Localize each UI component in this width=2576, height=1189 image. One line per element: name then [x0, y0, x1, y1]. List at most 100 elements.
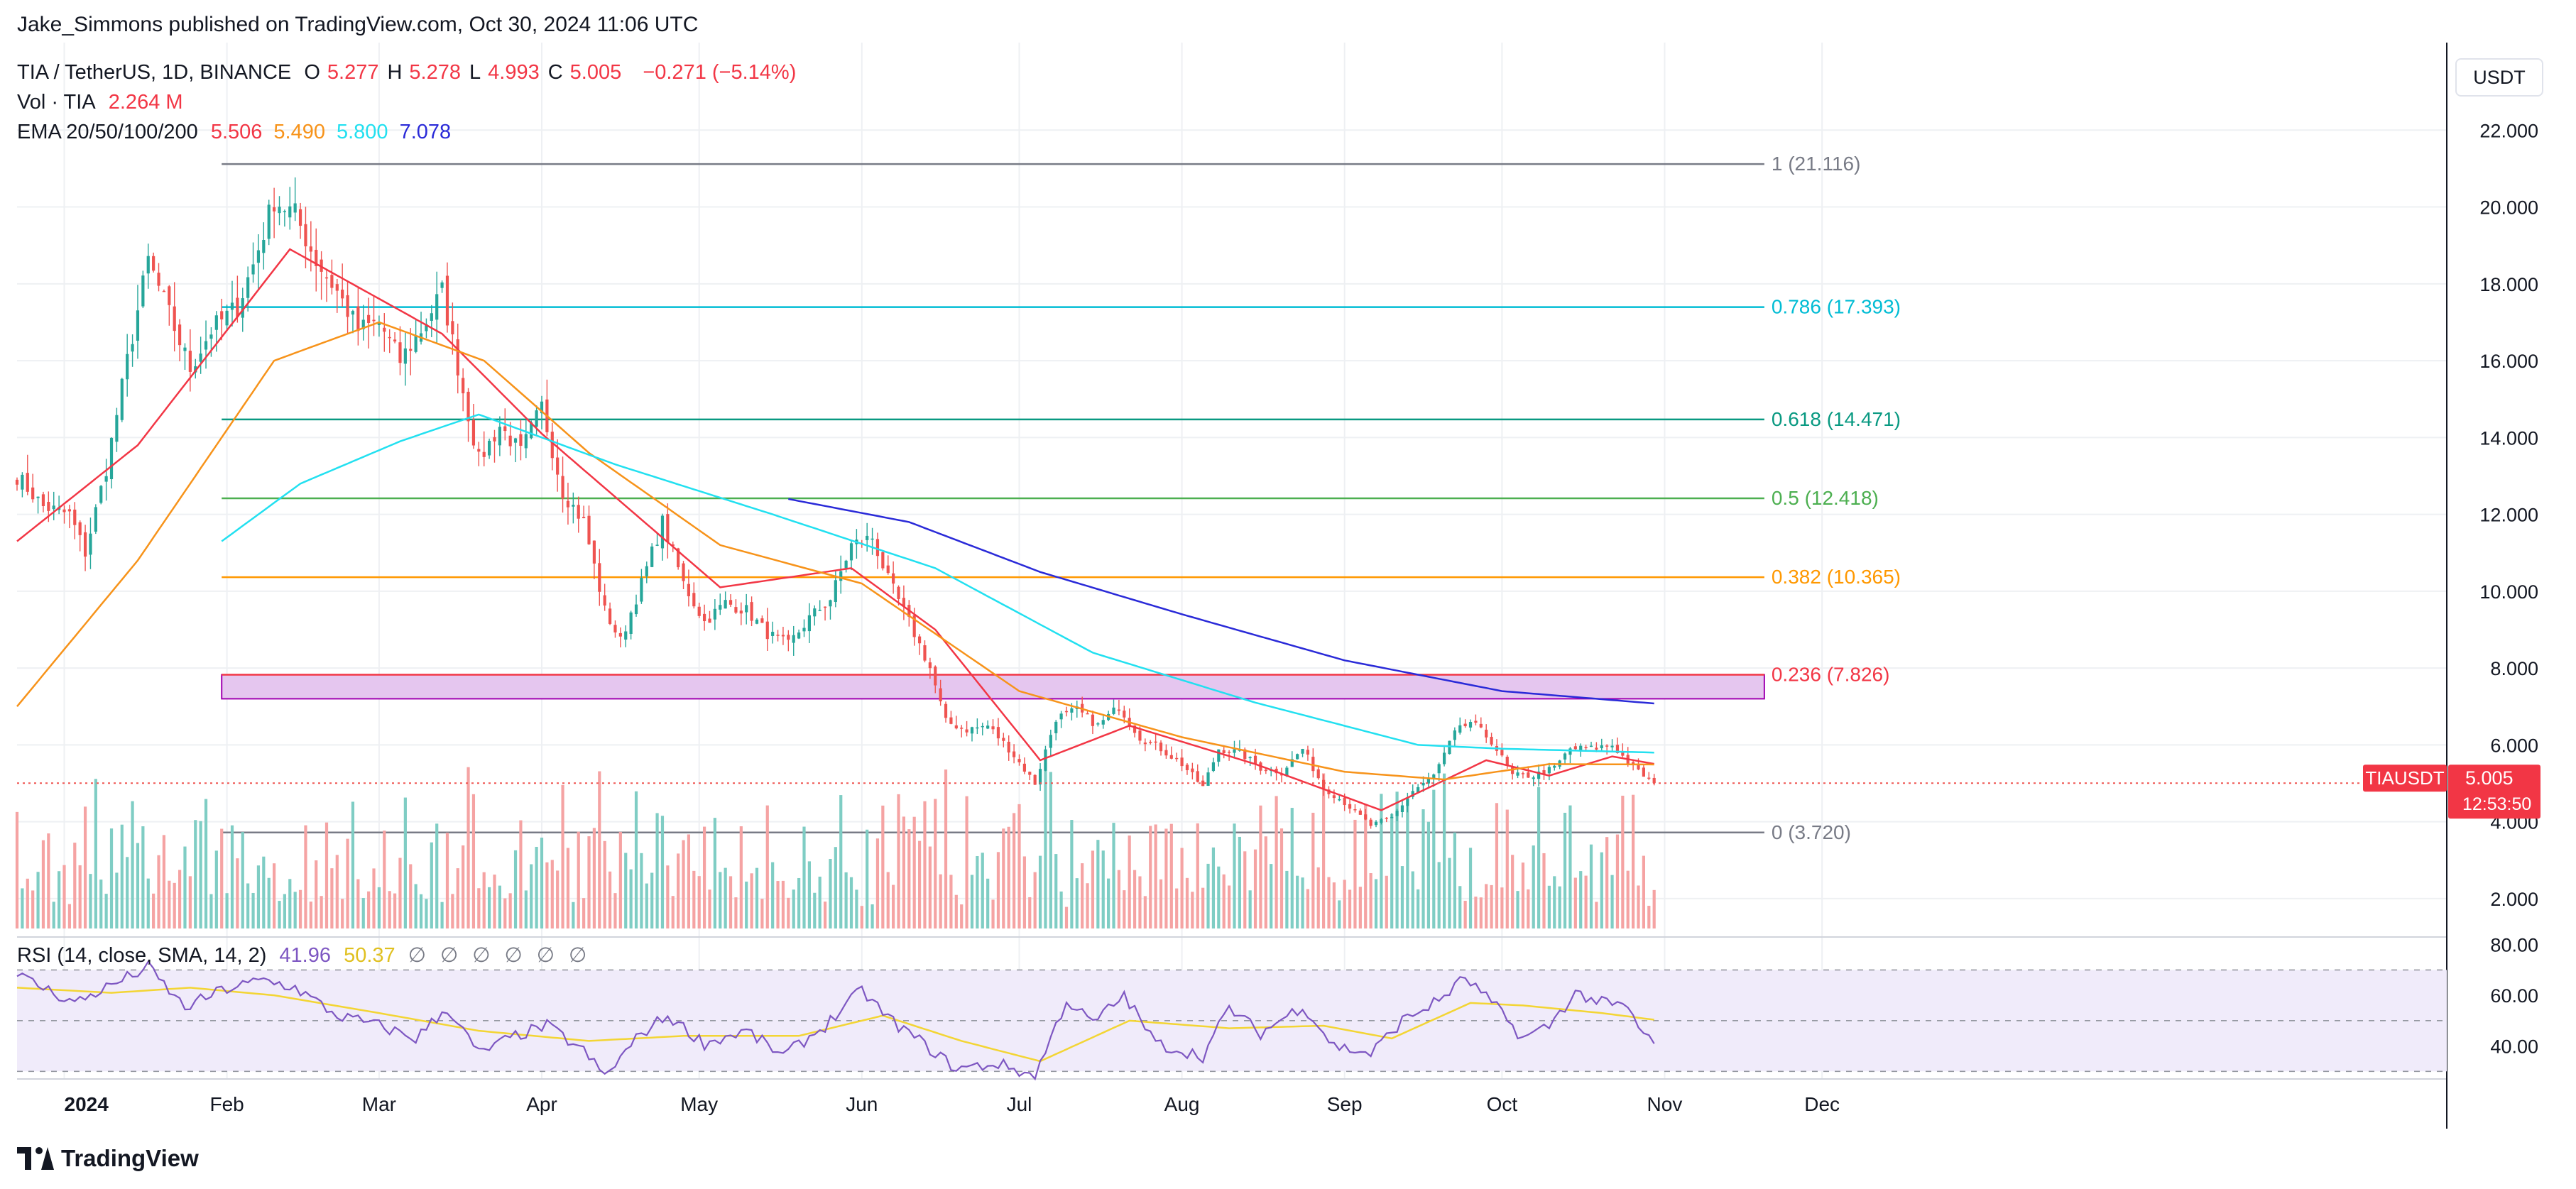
ema-line-1 — [16, 248, 1654, 811]
candle-body — [1448, 740, 1451, 755]
volume-bar — [341, 899, 344, 928]
volume-bar — [923, 801, 927, 928]
volume-bar — [241, 832, 244, 928]
candle-body — [1264, 769, 1267, 772]
candle-body — [126, 354, 129, 380]
volume-bar — [162, 835, 166, 928]
volume-bar — [78, 865, 82, 928]
candle-body — [1101, 720, 1105, 725]
candle-body — [141, 275, 145, 307]
volume-bar — [414, 884, 417, 928]
volume-bar — [829, 859, 832, 928]
candle-body — [425, 324, 428, 332]
candle-body — [807, 615, 811, 632]
volume-bar — [1316, 867, 1320, 928]
volume-bar — [1133, 870, 1137, 928]
volume-bar — [21, 888, 24, 928]
currency-button[interactable]: USDT — [2455, 58, 2543, 97]
legend-symbol-row: TIA / TetherUS, 1D, BINANCE O 5.277 H 5.278… — [17, 61, 803, 84]
volume-bar — [1075, 878, 1079, 928]
fib-level-label: 1 (21.116) — [1772, 153, 1861, 175]
volume-bar — [230, 825, 234, 928]
rsi-sma-line — [16, 987, 1654, 1063]
volume-bar — [220, 828, 224, 928]
candle-body — [530, 422, 533, 439]
volume-bar — [1437, 862, 1441, 928]
volume-bar — [1584, 875, 1588, 928]
candle-body — [1064, 711, 1069, 713]
volume-bar — [912, 816, 916, 928]
x-tick-label: Oct — [1487, 1093, 1518, 1115]
volume-bar — [797, 877, 801, 928]
candle-body — [115, 415, 119, 442]
volume-bar — [1558, 886, 1561, 928]
candle-body — [818, 610, 822, 611]
volume-bar — [1417, 889, 1420, 928]
candle-body — [1290, 759, 1294, 767]
candle-body — [83, 532, 87, 557]
candle-body — [1022, 763, 1026, 772]
volume-bar — [1621, 795, 1625, 928]
volume-bar — [498, 885, 501, 928]
volume-bar — [897, 794, 900, 928]
candle-body — [1500, 750, 1504, 756]
candle-body — [194, 366, 197, 373]
candle-body — [430, 313, 433, 321]
volume-bar — [844, 872, 848, 928]
candle-body — [236, 297, 239, 317]
volume-bar — [1123, 890, 1126, 928]
y-tick-label: 8.000 — [2490, 658, 2538, 679]
symbol-tag-bg — [2363, 765, 2447, 792]
volume-bar — [168, 880, 171, 928]
candle-body — [1164, 750, 1168, 756]
volume-bar — [613, 893, 617, 928]
candle-body — [1279, 774, 1284, 776]
volume-bar — [1264, 836, 1267, 928]
candle-body — [550, 432, 554, 459]
candle-body — [765, 621, 769, 640]
volume-bar — [372, 868, 376, 928]
candle-body — [1532, 777, 1535, 779]
volume-bar — [792, 889, 795, 928]
support-zone — [221, 674, 1765, 700]
volume-bar — [1112, 823, 1115, 928]
brand-logo[interactable]: TradingView — [17, 1144, 199, 1173]
candle-body — [283, 211, 286, 212]
candle-body — [246, 277, 250, 298]
candle-body — [1521, 773, 1525, 774]
volume-bar — [1426, 821, 1431, 928]
candle-body — [1096, 723, 1100, 725]
candle-body — [823, 606, 827, 608]
candle-body — [603, 595, 606, 606]
x-tick-label: Apr — [526, 1093, 557, 1115]
candle-body — [624, 631, 628, 640]
candle-body — [377, 322, 381, 325]
candle-body — [1143, 743, 1147, 745]
volume-bar — [1138, 876, 1142, 928]
candle-body — [1553, 765, 1556, 768]
legend-volume-label: Vol · TIA — [17, 91, 96, 114]
x-tick-label: Jun — [846, 1093, 878, 1115]
candle-body — [462, 378, 465, 394]
volume-bar — [577, 831, 580, 928]
empty-marker-4: ∅ — [536, 944, 555, 967]
candle-body — [834, 580, 837, 603]
candle-body — [1028, 772, 1032, 775]
candle-body — [1348, 804, 1352, 809]
volume-bar — [1343, 880, 1346, 928]
candle-body — [976, 727, 979, 729]
volume-bar — [1353, 819, 1357, 928]
candle-body — [1123, 711, 1126, 718]
x-tick-label: Dec — [1804, 1093, 1840, 1115]
volume-bar — [1395, 791, 1399, 928]
candle-body — [677, 548, 680, 568]
candle-body — [78, 522, 82, 535]
candle-body — [1437, 764, 1441, 774]
candle-body — [1201, 780, 1205, 787]
volume-bar — [67, 904, 71, 928]
candle-body — [1017, 759, 1021, 762]
empty-marker-0: ∅ — [408, 944, 426, 967]
volume-bar — [1086, 883, 1089, 928]
candles — [15, 177, 1656, 829]
